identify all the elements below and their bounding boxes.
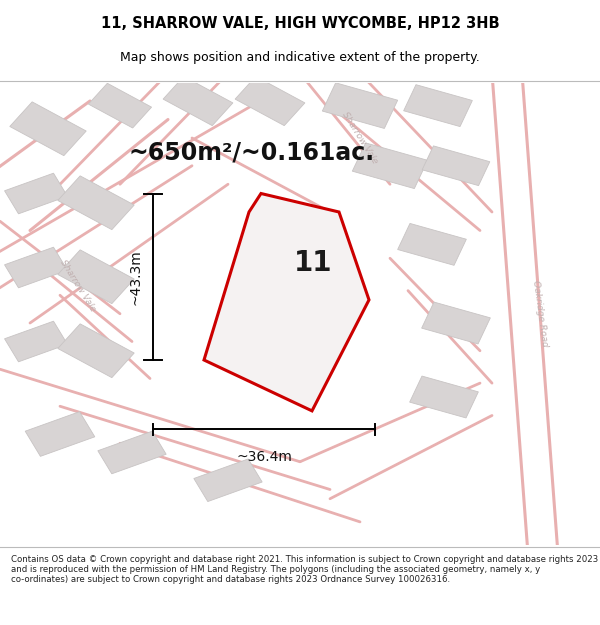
- Text: Sharrow Vale: Sharrow Vale: [58, 259, 98, 314]
- Text: Oakridge Road: Oakridge Road: [531, 280, 549, 348]
- Polygon shape: [410, 376, 478, 418]
- Polygon shape: [5, 321, 67, 362]
- Text: ~36.4m: ~36.4m: [236, 450, 292, 464]
- Polygon shape: [163, 76, 233, 126]
- Text: Map shows position and indicative extent of the property.: Map shows position and indicative extent…: [120, 51, 480, 64]
- Polygon shape: [322, 82, 398, 129]
- Text: 11: 11: [294, 249, 332, 277]
- Polygon shape: [5, 247, 67, 288]
- Text: Contains OS data © Crown copyright and database right 2021. This information is : Contains OS data © Crown copyright and d…: [11, 554, 598, 584]
- Polygon shape: [194, 459, 262, 501]
- Text: ~43.3m: ~43.3m: [128, 249, 142, 304]
- Polygon shape: [422, 302, 490, 344]
- Polygon shape: [422, 146, 490, 186]
- Polygon shape: [204, 194, 369, 411]
- Polygon shape: [58, 324, 134, 378]
- Polygon shape: [58, 176, 134, 229]
- Polygon shape: [235, 76, 305, 126]
- Text: ~650m²/~0.161ac.: ~650m²/~0.161ac.: [129, 140, 375, 164]
- Polygon shape: [10, 102, 86, 156]
- Polygon shape: [25, 412, 95, 456]
- Polygon shape: [98, 431, 166, 474]
- Polygon shape: [398, 223, 466, 266]
- Text: 11, SHARROW VALE, HIGH WYCOMBE, HP12 3HB: 11, SHARROW VALE, HIGH WYCOMBE, HP12 3HB: [101, 16, 499, 31]
- Polygon shape: [404, 84, 472, 127]
- Polygon shape: [5, 173, 67, 214]
- Polygon shape: [58, 250, 134, 304]
- Polygon shape: [352, 143, 428, 189]
- Text: Sharrow Vale: Sharrow Vale: [340, 111, 380, 166]
- Polygon shape: [88, 83, 152, 128]
